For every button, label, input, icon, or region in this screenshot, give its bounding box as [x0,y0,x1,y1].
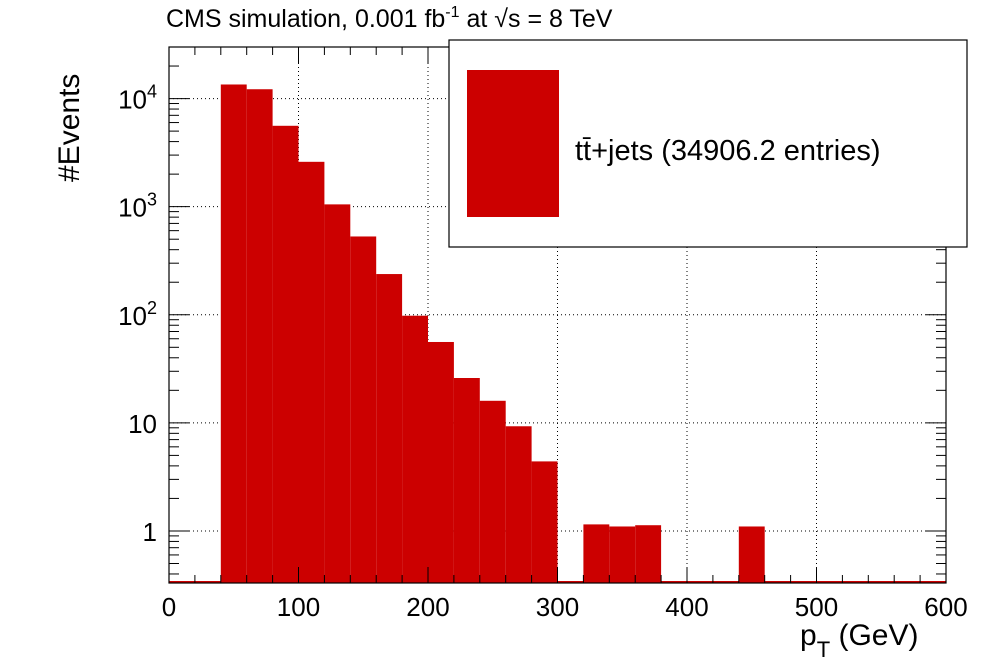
histogram-bar [531,461,558,583]
histogram-bar [635,525,662,583]
histogram-bar [324,204,351,583]
histogram-bar [376,274,403,583]
histogram-bar [479,400,506,583]
histogram-bar [609,526,636,583]
x-tick-label: 600 [924,592,967,622]
histogram-bar [350,236,377,584]
y-tick-label: 103 [118,190,157,223]
y-axis-title: #Events [53,74,86,182]
histogram-bars [169,84,946,584]
x-tick-label: 500 [795,592,838,622]
histogram-bar [505,426,532,583]
legend: tt̄+jets (34906.2 entries) [448,39,968,248]
tick-labels: 0 100 200 300 400 500 600 1 10 102 103 104 [118,82,968,622]
histogram-bar [738,526,765,583]
legend-entry-label: tt̄+jets (34906.2 entries) [575,135,880,167]
histogram-bar [272,125,299,583]
x-tick-label: 400 [665,592,708,622]
legend-swatch [467,70,559,217]
x-tick-label: 300 [536,592,579,622]
x-tick-label: 0 [162,592,176,622]
y-tick-label: 1 [143,517,157,547]
histogram-bar [402,315,428,583]
histogram-bar [246,89,273,583]
histogram-bar [220,84,247,583]
x-axis-title: pT (GeV) [800,619,919,662]
histogram-bar [298,161,325,583]
histogram-bar [428,341,454,583]
histogram-bar [583,524,610,583]
histogram-bar [453,378,480,583]
chart-title: CMS simulation, 0.001 fb-1 at √s = 8 TeV [166,4,613,33]
x-tick-label: 200 [406,592,449,622]
x-tick-label: 100 [277,592,320,622]
y-tick-label: 10 [128,409,157,439]
y-tick-label: 102 [118,298,157,331]
y-tick-label: 104 [118,82,157,115]
